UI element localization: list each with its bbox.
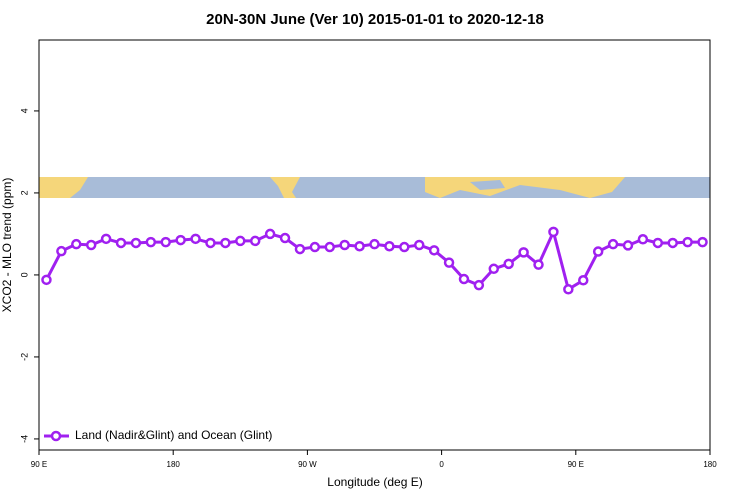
data-point (235, 235, 246, 247)
chart-title: 20N-30N June (Ver 10) 2015-01-01 to 2020… (206, 11, 544, 28)
data-point (220, 237, 231, 249)
data-point (488, 263, 500, 275)
data-point (190, 233, 201, 245)
x-tick-label: 90 E (31, 460, 47, 469)
data-point (697, 236, 708, 248)
data-point (622, 240, 634, 251)
data-point (339, 239, 350, 251)
y-axis-label: XCO2 - MLO trend (ppm) (0, 178, 14, 313)
data-point (548, 226, 559, 238)
data-point (100, 233, 112, 245)
data-point (473, 279, 485, 291)
data-point (294, 243, 306, 255)
data-point (607, 238, 619, 250)
y-tick-label: 4 (19, 108, 29, 113)
data-point (428, 245, 440, 256)
data-point (160, 236, 171, 248)
data-point (71, 238, 82, 250)
data-point (354, 240, 365, 252)
data-point (413, 239, 425, 251)
y-tick-label: 2 (19, 190, 29, 195)
data-point (56, 245, 67, 257)
data-point (592, 246, 604, 257)
legend-marker (50, 430, 62, 442)
data-point (667, 237, 678, 249)
data-point (652, 237, 664, 249)
data-point (384, 240, 395, 252)
x-axis-label: Longitude (deg E) (327, 475, 422, 489)
data-point (309, 241, 321, 253)
y-tick-label: -4 (19, 435, 29, 443)
data-point (279, 232, 291, 244)
data-point (130, 237, 142, 249)
data-point (41, 274, 52, 286)
map-strip (39, 177, 710, 198)
data-point (533, 259, 544, 270)
x-tick-label: 0 (439, 460, 444, 469)
data-point (205, 237, 216, 249)
data-point (503, 258, 514, 270)
data-point (458, 273, 470, 285)
plot-frame (38, 39, 711, 451)
data-point (369, 238, 380, 250)
y-tick-label: -2 (19, 353, 29, 361)
data-point (115, 237, 127, 249)
data-point (145, 236, 157, 248)
data-point (175, 234, 186, 246)
data-point (563, 284, 574, 295)
y-tick-label: 0 (19, 272, 29, 277)
data-point (637, 234, 649, 245)
data-point (249, 235, 261, 247)
legend-label: Land (Nadir&Glint) and Ocean (Glint) (75, 428, 272, 442)
x-tick-label: 180 (703, 460, 717, 469)
data-point (578, 275, 589, 286)
data-point (324, 241, 336, 253)
data-point (399, 241, 410, 253)
data-point (443, 257, 455, 268)
x-tick-label: 180 (167, 460, 181, 469)
data-point (682, 236, 693, 248)
data-point (85, 239, 97, 251)
x-tick-label: 90 W (298, 460, 317, 469)
data-point (264, 228, 276, 240)
data-point (518, 247, 529, 258)
x-tick-label: 90 E (568, 460, 584, 469)
